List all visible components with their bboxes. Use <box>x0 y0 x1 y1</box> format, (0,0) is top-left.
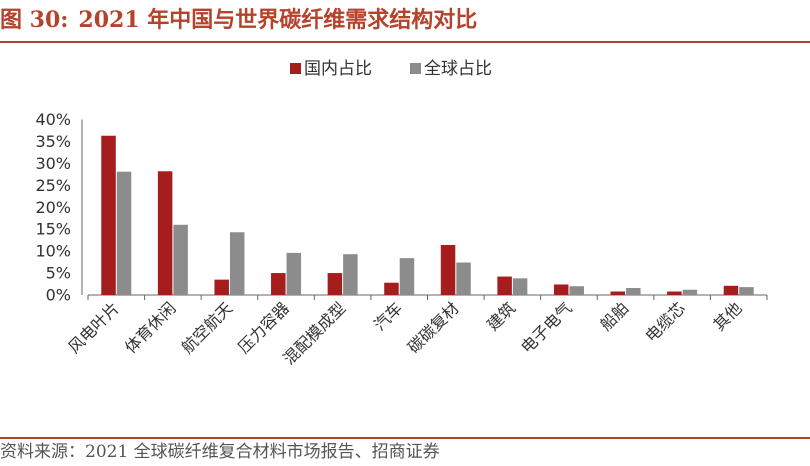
bar-global <box>682 289 698 295</box>
x-tick-label: 船舶 <box>596 298 632 334</box>
bar-domestic <box>667 291 682 295</box>
bar-domestic <box>497 276 512 295</box>
x-tick-label: 建筑 <box>483 298 519 334</box>
y-tick-label: 20% <box>35 198 71 217</box>
bar-global <box>512 278 528 295</box>
bar-domestic <box>553 284 569 295</box>
figure-title: 图 30: 2021 年中国与世界碳纤维需求结构对比 <box>0 0 810 42</box>
bar-chart: 0% 5% 10% 15% 20% 25% 30% 35% 40% 风电叶片体育休闲航空航天压力容… <box>35 59 768 368</box>
bar-domestic <box>610 291 626 295</box>
bar-global <box>626 287 641 295</box>
y-tick-label: 0% <box>46 286 71 305</box>
bar-domestic <box>384 282 399 295</box>
bar-domestic <box>157 171 173 295</box>
legend-label-global: 全球占比 <box>424 59 492 79</box>
y-tick-label: 35% <box>35 132 71 151</box>
bar-global <box>116 171 132 295</box>
x-tick-label: 汽车 <box>370 298 406 334</box>
x-tick-label: 其他 <box>709 298 745 334</box>
x-tick-label: 航空航天 <box>178 298 237 357</box>
bar-domestic <box>327 273 343 295</box>
y-tick-label: 5% <box>46 264 71 283</box>
figure-number: 图 30: <box>0 7 69 33</box>
source-divider <box>0 437 810 439</box>
y-tick-label: 40% <box>35 110 71 129</box>
source-note: 资料来源：2021 全球碳纤维复合材料市场报告、招商证券 <box>0 442 440 462</box>
bar-global <box>343 254 358 295</box>
bar-domestic <box>214 279 229 295</box>
figure-title-text: 2021 年中国与世界碳纤维需求结构对比 <box>78 7 478 33</box>
legend-swatch-global <box>410 63 421 74</box>
title-divider <box>0 41 810 43</box>
bar-domestic <box>271 273 286 295</box>
x-tick-label: 体育休闲 <box>121 298 180 357</box>
bar-global <box>739 287 754 295</box>
x-tick-label: 压力容器 <box>234 298 293 357</box>
bar-global <box>173 224 188 295</box>
bar-global <box>569 286 584 295</box>
bar-global <box>399 258 415 295</box>
legend-label-domestic: 国内占比 <box>304 59 372 79</box>
bar-domestic <box>101 135 116 295</box>
y-tick-label: 25% <box>35 176 71 195</box>
x-tick-label: 电子电气 <box>517 298 576 357</box>
y-tick-label: 15% <box>35 220 71 239</box>
bar-domestic <box>440 244 456 295</box>
x-tick-label: 碳碳复材 <box>404 298 463 357</box>
y-tick-label: 10% <box>35 242 71 261</box>
x-tick-label: 风电叶片 <box>64 298 123 357</box>
bar-global <box>229 232 245 295</box>
y-tick-label: 30% <box>35 154 71 173</box>
bar-global <box>286 252 302 295</box>
legend-swatch-domestic <box>290 63 301 74</box>
bar-domestic <box>723 285 739 295</box>
x-tick-label: 电缆芯 <box>642 298 689 345</box>
bar-global <box>456 262 471 295</box>
